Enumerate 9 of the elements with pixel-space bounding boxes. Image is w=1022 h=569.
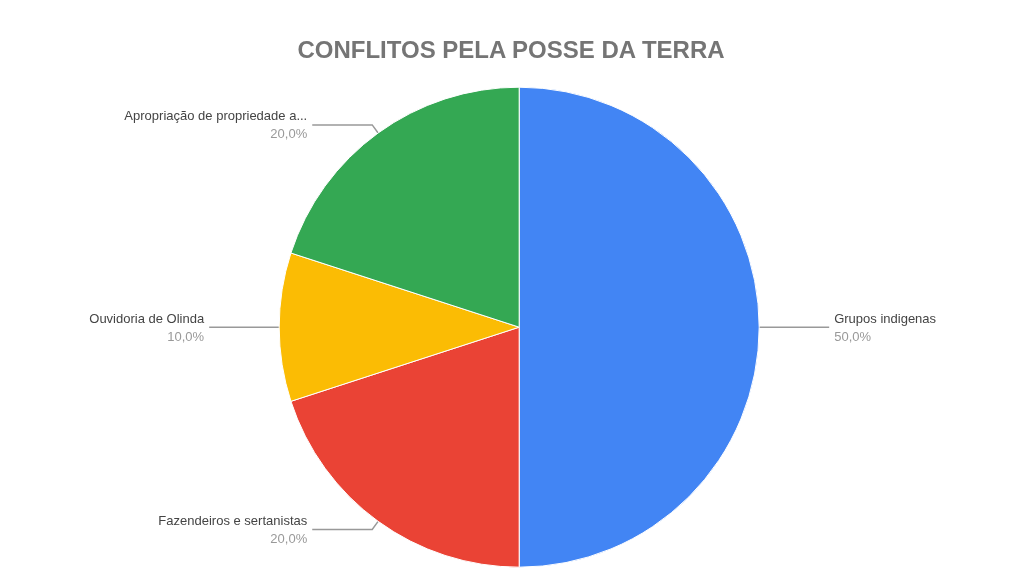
data-label: 20,0% <box>270 126 308 142</box>
slice-label: Apropriação de propriedade a... <box>124 108 308 124</box>
slice-label: Grupos indigenas <box>834 310 937 326</box>
slice-label: Ouvidoria de Olinda <box>89 310 205 326</box>
data-label: 20,0% <box>270 530 308 546</box>
slice-label: Fazendeiros e sertanistas <box>158 512 308 528</box>
data-label: 10,0% <box>167 328 205 344</box>
chart-title: CONFLITOS PELA POSSE DA TERRA <box>297 35 725 63</box>
data-label: 50,0% <box>834 328 872 344</box>
